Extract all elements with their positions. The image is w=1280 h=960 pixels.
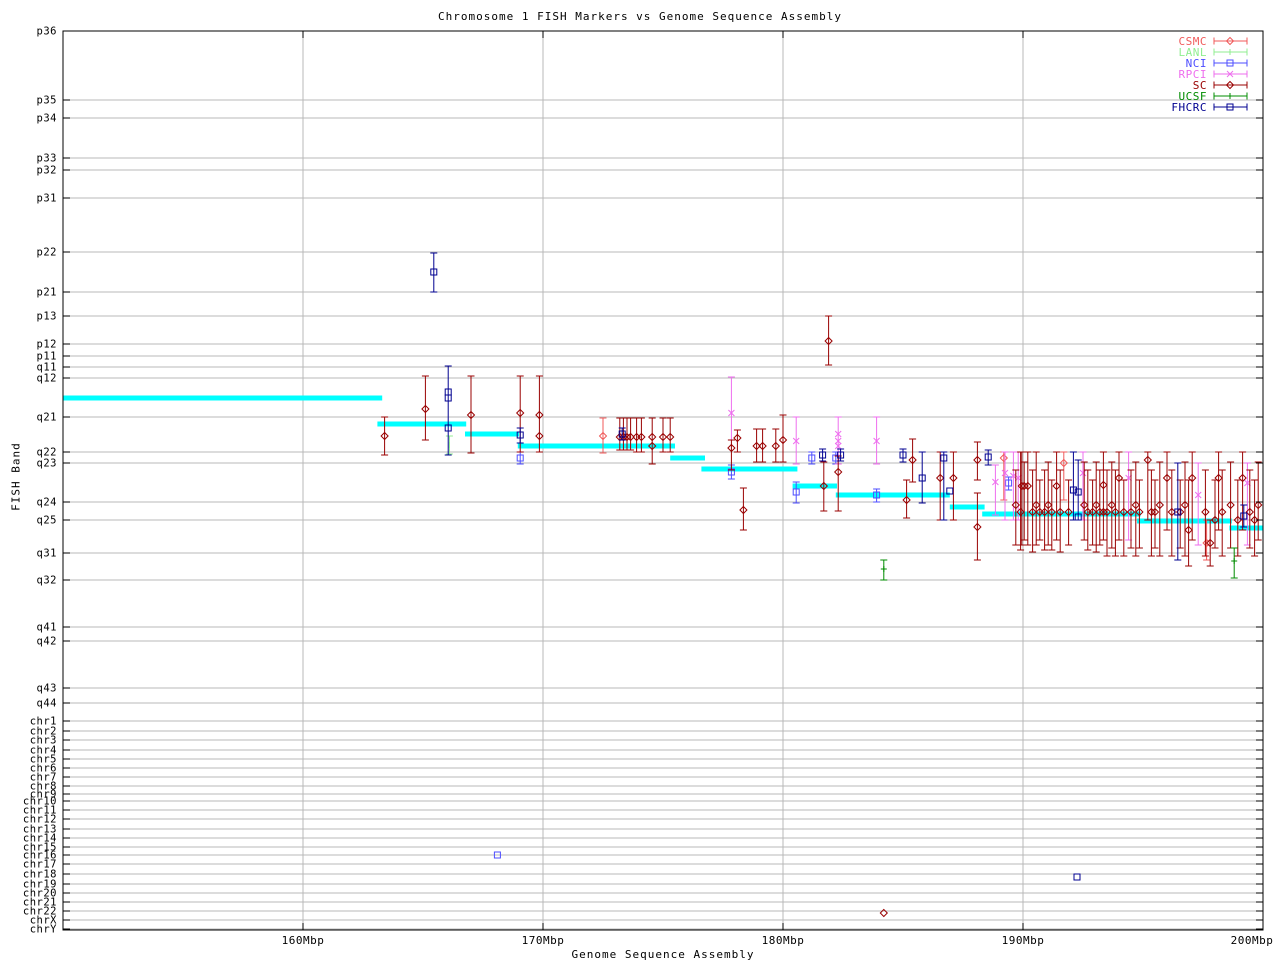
x-tick-labels: 160Mbp 170Mbp 180Mbp 190Mbp 200Mbp	[282, 934, 1274, 947]
svg-text:q12: q12	[37, 373, 57, 385]
svg-text:q23: q23	[37, 458, 57, 470]
svg-text:p13: p13	[37, 311, 57, 323]
legend-item-fhcrc: FHCRC	[1171, 101, 1248, 114]
series-SC	[380, 315, 1263, 918]
svg-text:NCI: NCI	[1186, 57, 1207, 70]
svg-text:chr9: chr9	[30, 789, 57, 801]
svg-text:p35: p35	[37, 95, 57, 107]
svg-text:p32: p32	[37, 165, 57, 177]
svg-text:p21: p21	[37, 287, 57, 299]
legend-item-sc: SC	[1193, 79, 1248, 92]
svg-text:chr18: chr18	[23, 869, 57, 881]
svg-text:q22: q22	[37, 447, 57, 459]
svg-text:180Mbp: 180Mbp	[762, 934, 805, 947]
legend-item-ucsf: UCSF	[1179, 90, 1248, 103]
svg-text:q43: q43	[37, 683, 57, 695]
svg-text:q44: q44	[37, 698, 57, 710]
svg-text:chr14: chr14	[23, 833, 57, 845]
svg-text:chr5: chr5	[30, 754, 57, 766]
x-axis-label: Genome Sequence Assembly	[571, 948, 755, 960]
series-UCSF	[880, 547, 1238, 581]
svg-text:chr3: chr3	[30, 735, 57, 747]
legend-item-nci: NCI	[1186, 57, 1248, 70]
svg-text:chr6: chr6	[30, 763, 57, 775]
svg-text:CSMC: CSMC	[1179, 35, 1208, 48]
svg-text:chrY: chrY	[30, 924, 57, 936]
svg-text:chr4: chr4	[30, 745, 57, 757]
svg-text:160Mbp: 160Mbp	[282, 934, 325, 947]
legend-item-lanl: LANL	[1179, 46, 1248, 59]
svg-text:SC: SC	[1193, 79, 1207, 92]
chart-title: Chromosome 1 FISH Markers vs Genome Sequ…	[438, 10, 842, 23]
series-CSMC	[598, 417, 1211, 561]
svg-text:p34: p34	[37, 113, 57, 125]
svg-text:chr21: chr21	[23, 897, 57, 909]
svg-text:q41: q41	[37, 622, 57, 634]
svg-text:q11: q11	[37, 362, 57, 374]
svg-text:chr19: chr19	[23, 879, 57, 891]
svg-text:q31: q31	[37, 548, 57, 560]
svg-text:RPCI: RPCI	[1179, 68, 1208, 81]
svg-text:q32: q32	[37, 575, 57, 587]
grid-lines	[63, 30, 1263, 930]
svg-text:chr7: chr7	[30, 772, 57, 784]
svg-text:p12: p12	[37, 339, 57, 351]
svg-text:p22: p22	[37, 247, 57, 259]
svg-text:UCSF: UCSF	[1179, 90, 1208, 103]
svg-text:chr15: chr15	[23, 842, 57, 854]
svg-text:chr20: chr20	[23, 888, 57, 900]
svg-text:chr2: chr2	[30, 726, 57, 738]
svg-text:chr16: chr16	[23, 850, 57, 862]
series-RPCI	[727, 376, 1251, 546]
svg-text:FHCRC: FHCRC	[1171, 101, 1207, 114]
svg-text:p36: p36	[37, 26, 57, 38]
svg-text:q24: q24	[37, 497, 57, 509]
y-axis-label: FISH Band	[9, 442, 23, 511]
series-FHCRC	[430, 252, 1248, 881]
svg-text:q21: q21	[37, 412, 57, 424]
svg-text:chr17: chr17	[23, 859, 57, 871]
svg-text:p33: p33	[37, 153, 57, 165]
legend-item-csmc: CSMC	[1179, 35, 1248, 48]
series-LANL	[445, 435, 453, 455]
svg-text:chr13: chr13	[23, 824, 57, 836]
svg-text:q42: q42	[37, 636, 57, 648]
svg-text:p31: p31	[37, 193, 57, 205]
svg-text:chr22: chr22	[23, 906, 57, 918]
svg-text:chr8: chr8	[30, 781, 57, 793]
legend-item-rpci: RPCI	[1179, 68, 1248, 81]
svg-text:p11: p11	[37, 351, 57, 363]
svg-text:chrX: chrX	[30, 915, 57, 927]
svg-text:chr11: chr11	[23, 805, 57, 817]
svg-text:chr1: chr1	[30, 716, 57, 728]
axes-frame	[62, 30, 1264, 931]
svg-text:chr10: chr10	[23, 796, 57, 808]
svg-text:q25: q25	[37, 515, 57, 527]
svg-text:190Mbp: 190Mbp	[1002, 934, 1045, 947]
svg-text:200Mbp: 200Mbp	[1231, 934, 1274, 947]
svg-text:LANL: LANL	[1179, 46, 1208, 59]
series-NCI	[493, 451, 1013, 859]
svg-text:170Mbp: 170Mbp	[522, 934, 565, 947]
svg-text:chr12: chr12	[23, 814, 57, 826]
